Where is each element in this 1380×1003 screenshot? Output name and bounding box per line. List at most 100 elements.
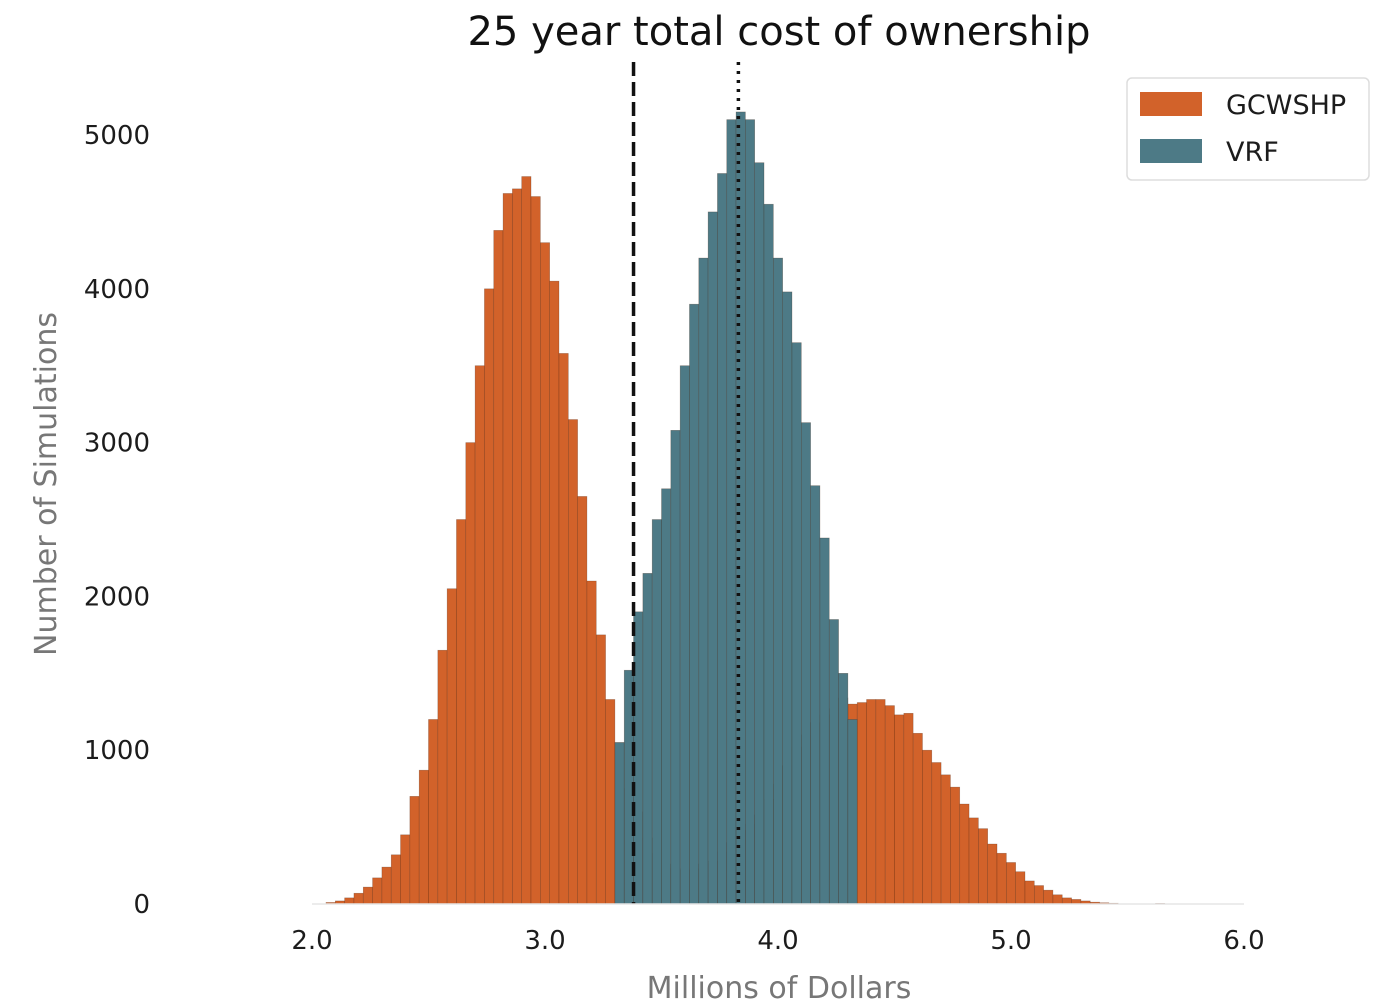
legend-swatch-gcwshp [1140, 92, 1202, 116]
x-tick-label: 3.0 [524, 926, 565, 956]
bar-gcwshp-28 [586, 580, 597, 905]
bar-gcwshp-23 [540, 242, 550, 905]
bar-gcwshp-72 [996, 852, 1007, 905]
bar-gcwshp-10 [418, 769, 429, 905]
bar-gcwshp-58 [866, 699, 877, 905]
bar-vrf-9 [698, 257, 709, 905]
reference-lines [631, 62, 741, 904]
bar-vrf-22 [819, 537, 830, 905]
bar-gcwshp-61 [894, 714, 905, 905]
bar-gcwshp-63 [912, 732, 923, 905]
bar-vrf-14 [745, 119, 756, 905]
bar-gcwshp-13 [446, 588, 457, 905]
x-tick-label: 2.0 [291, 926, 332, 956]
bar-gcwshp-60 [884, 705, 895, 905]
bar-gcwshp-69 [968, 817, 979, 905]
bar-vrf-13 [735, 111, 746, 905]
bar-gcwshp-12 [437, 649, 448, 905]
chart-title: 25 year total cost of ownership [467, 9, 1090, 55]
bar-gcwshp-70 [978, 828, 989, 905]
bar-gcwshp-65 [931, 762, 942, 905]
bar-gcwshp-16 [474, 365, 485, 905]
bar-gcwshp-26 [567, 419, 578, 905]
bar-gcwshp-24 [549, 280, 560, 905]
bar-vrf-12 [726, 119, 737, 905]
bar-gcwshp-22 [530, 196, 541, 905]
bar-vrf-24 [838, 672, 849, 905]
bar-gcwshp-64 [922, 749, 933, 905]
bar-vrf-15 [754, 162, 765, 905]
legend-swatch-vrf [1140, 139, 1202, 163]
bar-gcwshp-25 [558, 353, 569, 905]
bar-gcwshp-7 [390, 854, 401, 905]
bar-gcwshp-71 [987, 843, 998, 905]
bar-gcwshp-79 [1061, 897, 1072, 905]
bar-gcwshp-3 [353, 892, 364, 905]
bar-vrf-0 [614, 742, 625, 905]
bar-gcwshp-8 [400, 834, 411, 905]
y-tick-label: 1000 [84, 736, 150, 766]
x-tick-label: 5.0 [990, 926, 1031, 956]
bar-vrf-11 [717, 173, 728, 905]
bar-vrf-6 [670, 429, 681, 905]
bar-vrf-17 [773, 257, 783, 905]
y-tick-label: 5000 [84, 121, 150, 151]
bar-gcwshp-19 [502, 193, 513, 905]
bar-gcwshp-68 [959, 803, 970, 905]
y-axis-label: Number of Simulations [29, 312, 64, 656]
bar-gcwshp-30 [605, 699, 616, 905]
bar-gcwshp-5 [372, 877, 383, 905]
bar-vrf-10 [707, 211, 718, 905]
legend: GCWSHP VRF [1126, 77, 1370, 181]
y-tick-label: 0 [133, 890, 150, 920]
bars-layer [325, 111, 1166, 905]
x-tick-label: 6.0 [1223, 926, 1264, 956]
bar-gcwshp-76 [1034, 885, 1044, 905]
bar-vrf-21 [810, 485, 821, 905]
bar-gcwshp-2 [344, 897, 355, 905]
bar-gcwshp-78 [1052, 894, 1063, 905]
bar-gcwshp-6 [381, 866, 392, 905]
legend-label-vrf: VRF [1226, 137, 1279, 168]
bar-gcwshp-73 [1006, 862, 1016, 905]
bar-vrf-3 [642, 573, 653, 905]
bar-gcwshp-4 [362, 886, 373, 905]
bar-gcwshp-59 [875, 699, 886, 905]
bar-gcwshp-66 [940, 774, 951, 905]
y-tick-label: 4000 [84, 275, 150, 305]
bar-vrf-4 [651, 519, 662, 905]
bar-gcwshp-17 [484, 288, 495, 905]
x-axis-label: Millions of Dollars [647, 971, 912, 1003]
bar-gcwshp-75 [1024, 880, 1035, 905]
bar-gcwshp-20 [512, 188, 523, 905]
bar-gcwshp-77 [1043, 889, 1054, 905]
bar-gcwshp-15 [465, 442, 476, 905]
bar-gcwshp-29 [595, 634, 606, 905]
y-tick-label: 2000 [84, 582, 150, 612]
bar-vrf-20 [800, 422, 811, 905]
bar-gcwshp-27 [577, 496, 588, 905]
bar-gcwshp-9 [409, 796, 420, 905]
bar-vrf-7 [679, 365, 690, 905]
bar-gcwshp-57 [856, 702, 867, 905]
bar-vrf-8 [689, 303, 700, 905]
bar-vrf-25 [847, 719, 858, 905]
legend-label-gcwshp: GCWSHP [1226, 90, 1346, 121]
bar-gcwshp-21 [521, 176, 532, 905]
bar-gcwshp-74 [1015, 871, 1026, 905]
bar-vrf-5 [661, 488, 672, 905]
y-axis-ticks: 0 1000 2000 3000 4000 5000 [84, 121, 150, 920]
bar-vrf-19 [791, 342, 802, 905]
y-tick-label: 3000 [84, 429, 150, 459]
x-axis-ticks: 2.0 3.0 4.0 5.0 6.0 [291, 926, 1264, 956]
bar-vrf-16 [763, 203, 774, 905]
bar-vrf-23 [828, 619, 839, 905]
bar-gcwshp-14 [456, 519, 467, 905]
bar-gcwshp-18 [493, 230, 504, 905]
x-tick-label: 4.0 [757, 926, 798, 956]
bar-gcwshp-11 [428, 719, 439, 905]
bar-vrf-18 [782, 291, 793, 905]
bar-gcwshp-67 [950, 786, 961, 905]
bar-gcwshp-62 [903, 712, 914, 905]
